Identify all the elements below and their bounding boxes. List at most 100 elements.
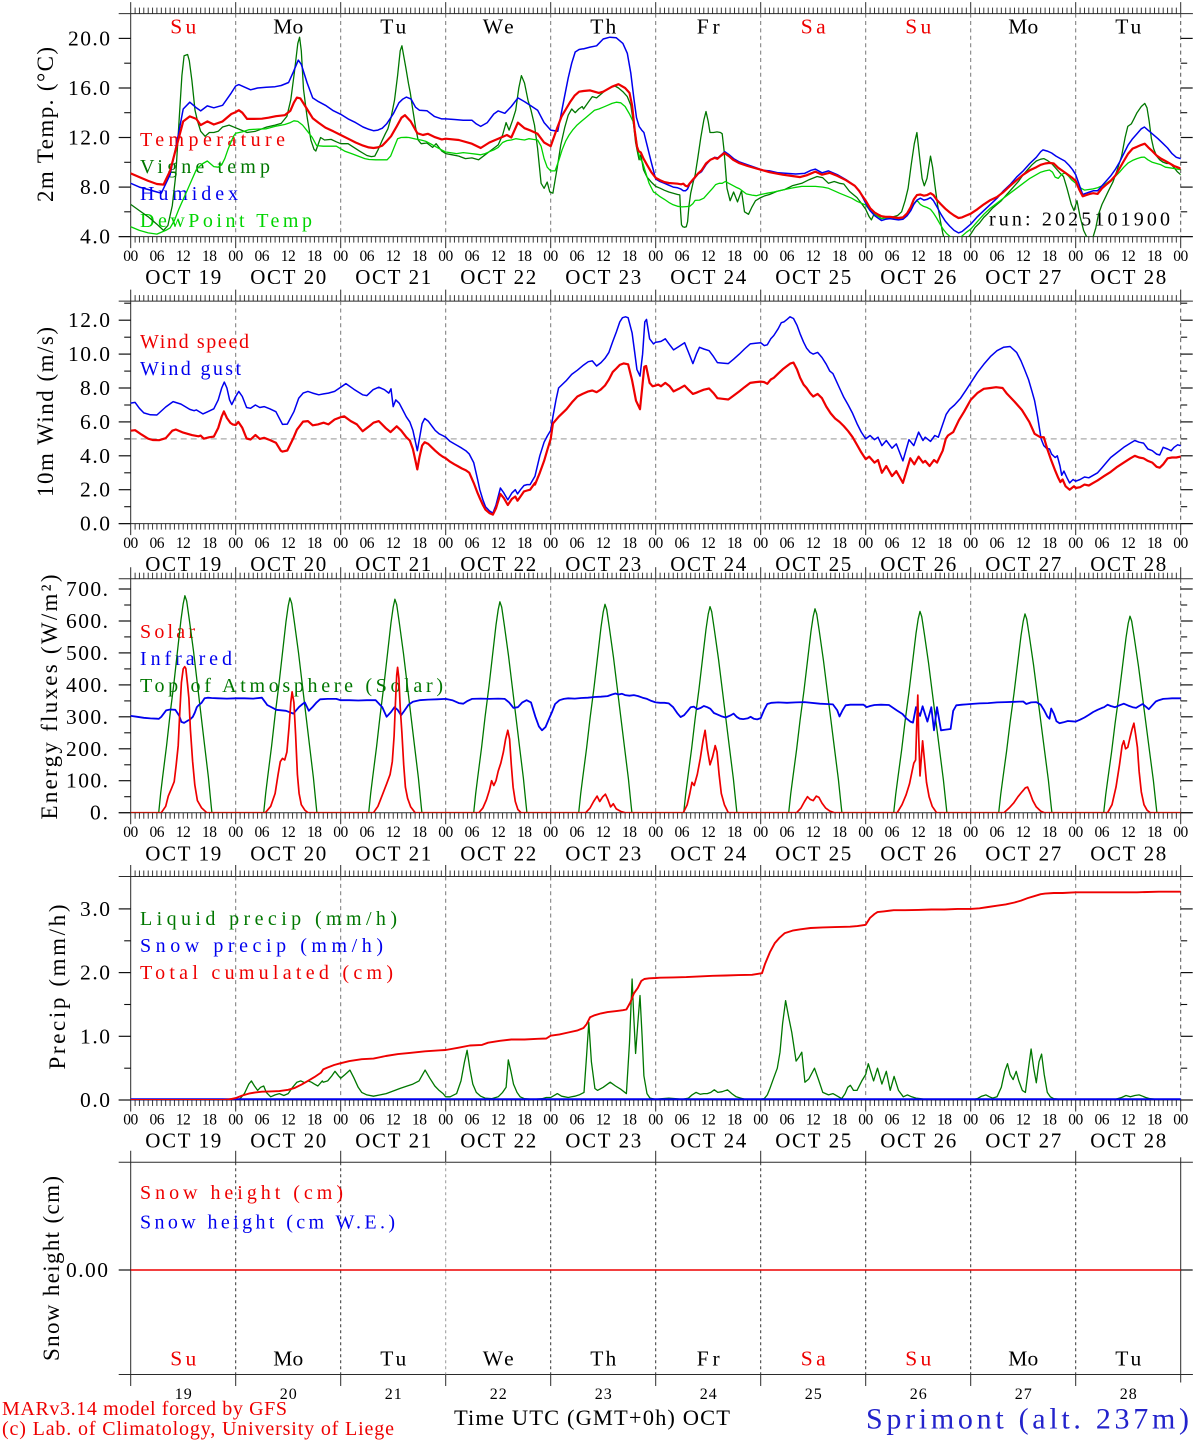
svg-text:18: 18: [1042, 535, 1057, 552]
svg-text:OCT 27: OCT 27: [985, 265, 1061, 289]
svg-text:12: 12: [386, 824, 401, 841]
svg-text:00: 00: [753, 824, 768, 841]
svg-text:12: 12: [806, 1112, 821, 1129]
svg-text:18: 18: [727, 824, 742, 841]
svg-text:00: 00: [753, 1112, 768, 1129]
svg-text:18: 18: [412, 535, 427, 552]
svg-text:00: 00: [333, 535, 348, 552]
svg-text:00: 00: [228, 535, 243, 552]
svg-text:18: 18: [937, 824, 952, 841]
svg-text:06: 06: [569, 535, 584, 552]
svg-text:00: 00: [648, 824, 663, 841]
svg-text:06: 06: [884, 1112, 899, 1129]
svg-text:18: 18: [937, 1112, 952, 1129]
svg-text:OCT 19: OCT 19: [145, 265, 221, 289]
svg-text:(c) Lab. of Climatology, Unive: (c) Lab. of Climatology, University of L…: [2, 1418, 394, 1440]
svg-text:27: 27: [1015, 1386, 1032, 1403]
svg-text:00: 00: [963, 248, 978, 265]
svg-text:18: 18: [1147, 824, 1162, 841]
svg-text:00: 00: [963, 824, 978, 841]
svg-text:18: 18: [307, 824, 322, 841]
svg-text:OCT 24: OCT 24: [670, 552, 747, 576]
svg-text:OCT 22: OCT 22: [460, 1129, 536, 1153]
svg-text:19: 19: [175, 1386, 192, 1403]
svg-text:OCT 25: OCT 25: [775, 552, 851, 576]
svg-text:06: 06: [254, 248, 269, 265]
svg-text:OCT 22: OCT 22: [460, 841, 536, 865]
svg-text:OCT 20: OCT 20: [250, 552, 326, 576]
svg-text:00: 00: [753, 535, 768, 552]
svg-text:12: 12: [281, 248, 296, 265]
svg-text:06: 06: [674, 535, 689, 552]
svg-text:Time UTC (GMT+0h) OCT: Time UTC (GMT+0h) OCT: [454, 1405, 730, 1430]
svg-text:12.0: 12.0: [68, 308, 110, 332]
svg-text:12: 12: [911, 824, 926, 841]
svg-text:06: 06: [254, 824, 269, 841]
svg-text:OCT 23: OCT 23: [565, 841, 641, 865]
svg-text:00: 00: [438, 824, 453, 841]
svg-text:12: 12: [386, 1112, 401, 1129]
svg-text:0.: 0.: [90, 801, 108, 825]
svg-text:06: 06: [674, 248, 689, 265]
svg-text:OCT 27: OCT 27: [985, 1129, 1061, 1153]
svg-text:00: 00: [123, 248, 138, 265]
svg-text:16.0: 16.0: [68, 76, 110, 100]
svg-text:20.0: 20.0: [68, 26, 110, 50]
svg-text:OCT 21: OCT 21: [355, 265, 431, 289]
svg-text:12: 12: [281, 824, 296, 841]
svg-text:12: 12: [1016, 1112, 1031, 1129]
svg-text:18: 18: [202, 824, 217, 841]
svg-text:OCT 24: OCT 24: [670, 1129, 747, 1153]
svg-text:18: 18: [517, 248, 532, 265]
svg-text:We: We: [483, 15, 514, 39]
svg-text:06: 06: [989, 535, 1004, 552]
svg-text:OCT 20: OCT 20: [250, 841, 326, 865]
svg-text:06: 06: [884, 535, 899, 552]
svg-text:06: 06: [359, 1112, 374, 1129]
svg-text:00: 00: [963, 1112, 978, 1129]
svg-text:Th: Th: [590, 1347, 616, 1371]
svg-text:18: 18: [727, 535, 742, 552]
svg-text:00: 00: [123, 1112, 138, 1129]
svg-text:OCT 26: OCT 26: [880, 1129, 956, 1153]
svg-text:06: 06: [464, 535, 479, 552]
svg-text:00: 00: [438, 1112, 453, 1129]
svg-text:06: 06: [779, 535, 794, 552]
svg-text:06: 06: [779, 824, 794, 841]
svg-text:0.0: 0.0: [80, 512, 110, 536]
svg-text:12: 12: [806, 535, 821, 552]
svg-text:OCT 26: OCT 26: [880, 841, 956, 865]
svg-text:700.: 700.: [66, 577, 108, 601]
svg-text:21: 21: [385, 1386, 402, 1403]
svg-text:12: 12: [281, 1112, 296, 1129]
svg-text:OCT 25: OCT 25: [775, 265, 851, 289]
svg-text:Precip (mm/h): Precip (mm/h): [45, 905, 70, 1070]
svg-text:10m Wind (m/s): 10m Wind (m/s): [33, 327, 58, 497]
svg-text:18: 18: [622, 535, 637, 552]
svg-text:06: 06: [569, 248, 584, 265]
svg-text:6.0: 6.0: [80, 410, 110, 434]
svg-text:00: 00: [858, 535, 873, 552]
svg-text:12: 12: [1016, 535, 1031, 552]
svg-text:18: 18: [832, 535, 847, 552]
svg-text:18: 18: [202, 1112, 217, 1129]
svg-text:18: 18: [832, 1112, 847, 1129]
svg-text:18: 18: [1147, 535, 1162, 552]
svg-text:18: 18: [727, 248, 742, 265]
svg-text:00: 00: [1068, 1112, 1083, 1129]
svg-text:Mo: Mo: [1008, 15, 1038, 39]
svg-text:18: 18: [1042, 248, 1057, 265]
svg-text:18: 18: [937, 535, 952, 552]
svg-text:12: 12: [701, 535, 716, 552]
svg-text:OCT 27: OCT 27: [985, 552, 1061, 576]
svg-text:06: 06: [569, 824, 584, 841]
svg-text:Mo: Mo: [273, 15, 303, 39]
svg-text:28: 28: [1120, 1386, 1137, 1403]
svg-text:00: 00: [543, 248, 558, 265]
svg-text:12: 12: [1016, 248, 1031, 265]
svg-text:20: 20: [280, 1386, 297, 1403]
svg-text:06: 06: [359, 824, 374, 841]
svg-text:00: 00: [543, 535, 558, 552]
svg-text:06: 06: [149, 824, 164, 841]
svg-text:06: 06: [1094, 1112, 1109, 1129]
